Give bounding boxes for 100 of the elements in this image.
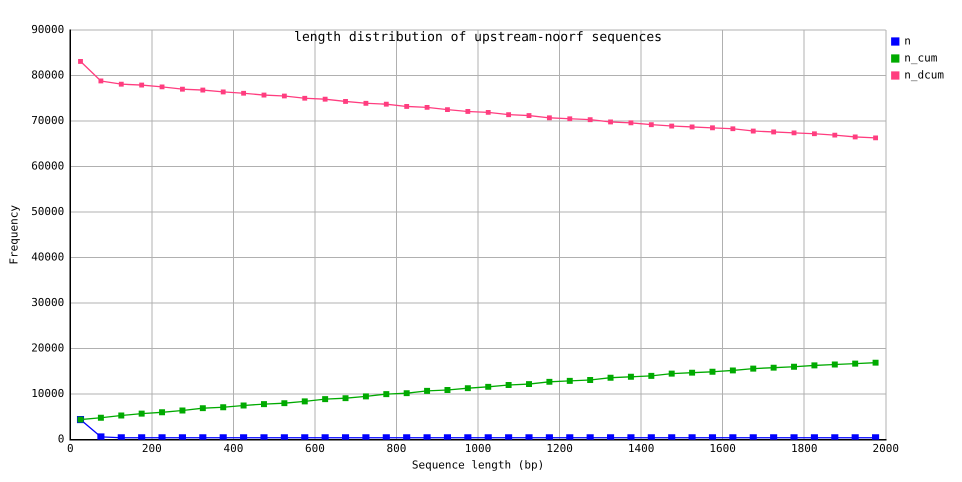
- point: [627, 434, 634, 440]
- point: [689, 370, 696, 376]
- point: [872, 434, 880, 440]
- point: [302, 398, 308, 404]
- point: [118, 412, 124, 418]
- point: [770, 434, 778, 440]
- point: [852, 134, 858, 140]
- point: [445, 107, 450, 112]
- x-tick-label: 1000: [464, 442, 492, 456]
- point: [608, 374, 614, 381]
- point: [791, 364, 798, 370]
- x-tick-label: 0: [67, 442, 74, 456]
- x-axis-title: Sequence length (bp): [412, 458, 544, 472]
- point: [342, 395, 349, 402]
- point: [260, 434, 268, 440]
- point: [668, 370, 675, 377]
- point: [160, 84, 164, 90]
- point: [384, 102, 389, 107]
- point: [220, 404, 226, 410]
- point: [872, 360, 879, 366]
- y-tick-label: 80000: [31, 68, 64, 82]
- y-tick-label: 90000: [31, 22, 64, 36]
- point: [241, 90, 246, 96]
- x-tick-label: 400: [223, 442, 244, 456]
- point: [546, 378, 552, 385]
- y-tick-label: 10000: [31, 386, 64, 400]
- point: [832, 132, 838, 138]
- point: [750, 366, 756, 372]
- point: [669, 124, 674, 128]
- y-axis-title: Frequency: [7, 204, 20, 265]
- point: [608, 120, 613, 124]
- point: [710, 125, 715, 130]
- point: [322, 96, 328, 102]
- point: [770, 364, 777, 371]
- point: [628, 120, 634, 126]
- point: [199, 434, 206, 440]
- point: [158, 434, 166, 440]
- point: [873, 135, 878, 140]
- point: [424, 434, 431, 440]
- legend-label: n_cum: [904, 51, 938, 64]
- point: [588, 117, 593, 122]
- point: [282, 94, 287, 98]
- x-tick-label: 2000: [872, 442, 900, 456]
- point: [546, 115, 552, 120]
- point: [200, 405, 206, 412]
- point: [404, 390, 410, 396]
- point: [363, 100, 368, 106]
- point: [546, 434, 553, 440]
- point: [648, 122, 654, 128]
- point: [729, 434, 736, 440]
- legend-label: n_dcum: [904, 68, 944, 82]
- point: [525, 434, 533, 440]
- point: [240, 402, 247, 408]
- point: [404, 104, 410, 109]
- y-tick-label: 60000: [31, 159, 64, 172]
- point: [832, 362, 838, 368]
- point: [567, 116, 572, 122]
- y-tick-label: 40000: [31, 250, 64, 264]
- point: [464, 385, 471, 392]
- legend-label: n: [904, 34, 911, 48]
- point: [302, 96, 308, 101]
- x-tick-label: 1200: [546, 442, 573, 456]
- point: [526, 381, 532, 388]
- point: [424, 104, 430, 110]
- point: [240, 434, 248, 440]
- point: [730, 126, 736, 132]
- point: [750, 128, 756, 134]
- point: [262, 92, 266, 98]
- point: [403, 434, 410, 440]
- point: [506, 112, 512, 118]
- point: [484, 434, 492, 440]
- point: [465, 109, 470, 114]
- x-tick-label: 1800: [790, 442, 818, 456]
- point: [362, 393, 369, 400]
- point: [322, 396, 328, 402]
- point: [688, 434, 696, 440]
- x-tick-label: 200: [142, 442, 162, 456]
- y-tick-label: 30000: [31, 296, 64, 309]
- point: [424, 388, 430, 394]
- point: [281, 400, 288, 406]
- point: [526, 113, 532, 118]
- point: [810, 434, 818, 440]
- point: [362, 434, 370, 440]
- point: [648, 372, 654, 379]
- point: [200, 88, 206, 92]
- chart-title: length distribution of upstream-noorf sequences: [294, 30, 662, 45]
- point: [139, 82, 144, 88]
- point: [811, 362, 818, 368]
- point: [179, 407, 186, 414]
- point: [98, 78, 104, 84]
- point: [159, 409, 166, 416]
- point: [812, 131, 817, 136]
- point: [506, 382, 512, 388]
- x-tick-label: 1400: [628, 442, 654, 456]
- y-tick-label: 20000: [31, 341, 64, 354]
- point: [566, 378, 573, 384]
- point: [261, 401, 267, 408]
- point: [505, 434, 512, 440]
- point: [97, 433, 104, 440]
- point: [444, 387, 450, 393]
